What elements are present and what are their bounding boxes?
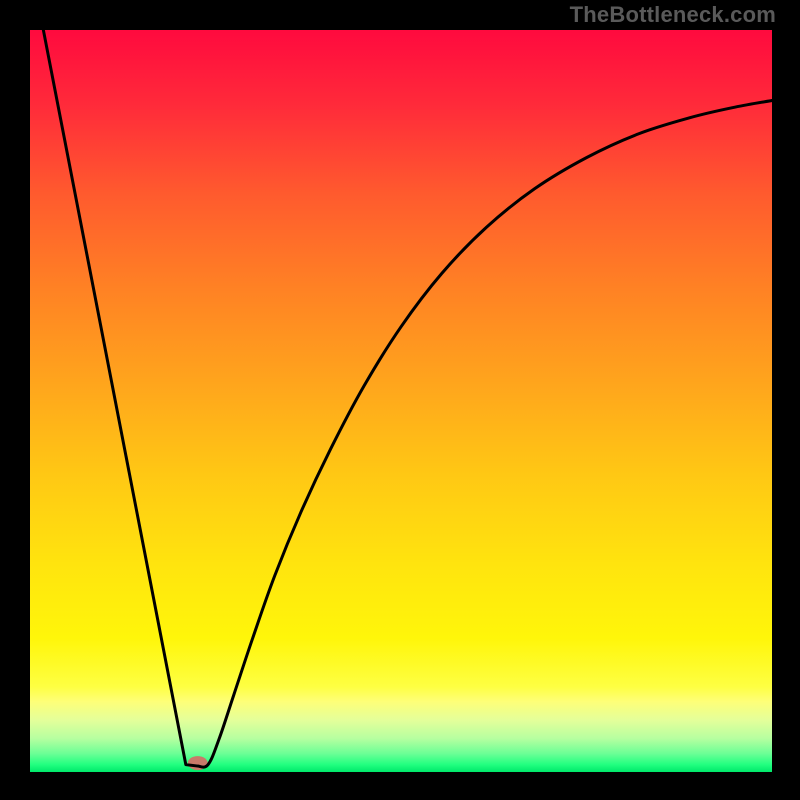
- gradient-background: [30, 30, 772, 772]
- bottleneck-chart: [0, 0, 800, 800]
- chart-container: { "watermark": { "text": "TheBottleneck.…: [0, 0, 800, 800]
- watermark-text: TheBottleneck.com: [570, 2, 776, 28]
